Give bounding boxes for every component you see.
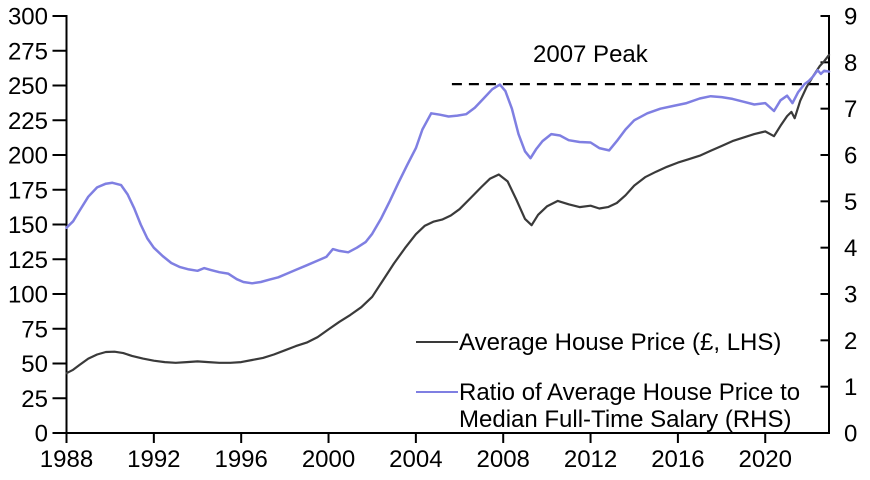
x-axis-tick-label: 1992 bbox=[127, 446, 180, 473]
right-axis-tick-label: 5 bbox=[844, 189, 857, 216]
x-axis-tick-label: 2004 bbox=[389, 446, 442, 473]
right-axis-tick-label: 0 bbox=[844, 421, 857, 448]
right-axis-tick-label: 1 bbox=[844, 374, 857, 401]
left-axis-tick-label: 0 bbox=[35, 421, 48, 448]
right-axis-tick-label: 7 bbox=[844, 96, 857, 123]
right-axis-tick-label: 4 bbox=[844, 235, 857, 262]
right-axis-tick-label: 2 bbox=[844, 328, 857, 355]
left-axis-tick-label: 150 bbox=[8, 212, 48, 239]
left-axis-tick-label: 275 bbox=[8, 38, 48, 65]
legend-item-house-price: Average House Price (£, LHS) bbox=[416, 329, 781, 356]
left-axis-tick-label: 225 bbox=[8, 108, 48, 135]
right-axis-tick-label: 8 bbox=[844, 50, 857, 77]
right-axis-tick-label: 6 bbox=[844, 143, 857, 170]
x-axis-tick-label: 2008 bbox=[477, 446, 530, 473]
left-axis-tick-label: 100 bbox=[8, 282, 48, 309]
left-axis-tick-label: 75 bbox=[21, 316, 48, 343]
left-axis-tick-label: 125 bbox=[8, 247, 48, 274]
price-to-salary-ratio-line bbox=[65, 68, 831, 285]
x-axis-tick-label: 1988 bbox=[40, 446, 93, 473]
left-axis-tick-label: 25 bbox=[21, 386, 48, 413]
x-axis-tick-label: 1996 bbox=[214, 446, 267, 473]
left-axis-tick-label: 300 bbox=[8, 4, 48, 31]
average-house-price-line bbox=[65, 53, 831, 375]
left-axis-tick-label: 250 bbox=[8, 73, 48, 100]
legend-label-house-price: Average House Price (£, LHS) bbox=[459, 329, 782, 356]
right-axis-tick-label: 3 bbox=[844, 282, 857, 309]
legend-item-ratio: Ratio of Average House Price to Median F… bbox=[416, 379, 800, 433]
house-price-line-swatch bbox=[416, 341, 458, 343]
x-axis-tick-label: 2012 bbox=[564, 446, 617, 473]
right-axis-tick-label: 9 bbox=[844, 4, 857, 31]
left-axis-tick-label: 175 bbox=[8, 177, 48, 204]
axes-frame bbox=[65, 15, 830, 434]
left-axis-tick-label: 50 bbox=[21, 351, 48, 378]
x-axis-tick-label: 2020 bbox=[739, 446, 792, 473]
x-axis-tick-label: 2000 bbox=[302, 446, 355, 473]
x-axis-tick-label: 2016 bbox=[651, 446, 704, 473]
peak-annotation: 2007 Peak bbox=[533, 41, 648, 68]
ratio-line-swatch bbox=[416, 391, 458, 393]
left-axis-tick-label: 200 bbox=[8, 143, 48, 170]
legend-label-ratio: Ratio of Average House Price to Median F… bbox=[459, 379, 801, 433]
